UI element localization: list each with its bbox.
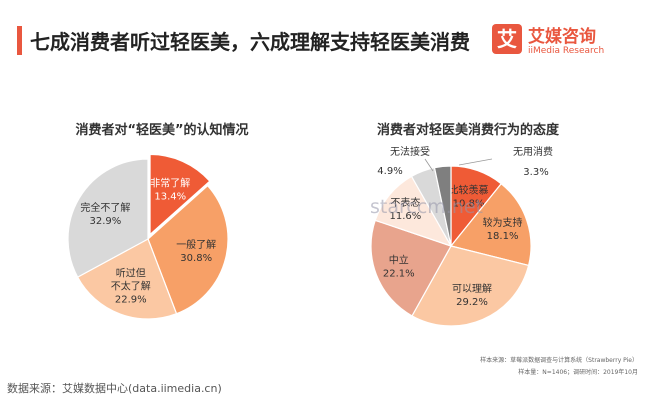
pie2-label-2: 可以理解 [452, 282, 492, 295]
pie2-value-6: 3.3% [523, 167, 548, 178]
logo-mark-icon: 艾 [492, 24, 522, 54]
pie1-label-1: 一般了解 [176, 238, 216, 251]
pie1-value-0: 13.4% [154, 192, 186, 203]
watermark: starccm.net [370, 196, 484, 218]
data-source: 数据来源：艾媒数据中心(data.iimedia.cn) [7, 382, 222, 395]
pie2-value-4: 11.6% [389, 211, 421, 222]
logo-name: 艾媒咨询 [528, 27, 596, 47]
pie1-value-2: 22.9% [115, 295, 147, 306]
sample-size-note: 样本量：N=1406；调研时间：2019年10月 [518, 369, 638, 376]
sample-source-note: 样本来源：草莓派数据调查与计算系统（Strawberry Pie） [480, 357, 638, 364]
pie1-label-2-0: 听过但 [116, 267, 146, 280]
page-title: 七成消费者听过轻医美，六成理解支持轻医美消费 [30, 30, 470, 54]
chart2-title: 消费者对轻医美消费行为的态度 [376, 123, 559, 138]
pie1-slice-1 [147, 184, 229, 315]
pie2-leader-line-5 [424, 158, 434, 172]
chart1-title: 消费者对“轻医美”的认知情况 [75, 123, 249, 138]
pie1-value-3: 32.9% [89, 216, 121, 227]
pie2-slice-6 [433, 165, 452, 247]
pie2-label-3: 中立 [389, 254, 409, 267]
pie1-slice-3 [67, 158, 149, 278]
pie2-slice-1 [449, 182, 532, 267]
pie2-value-1: 18.1% [487, 231, 519, 242]
pie2-slice-2 [411, 245, 530, 327]
pie2-value-0: 10.8% [453, 199, 485, 210]
pie2-value-2: 29.2% [456, 297, 488, 308]
pie2-value-3: 22.1% [383, 269, 415, 280]
pie1-label-2-1: 不太了解 [111, 280, 151, 293]
pie1-slice-2 [76, 238, 178, 320]
pie1-value-1: 30.8% [180, 253, 212, 264]
pie2-slice-3 [370, 219, 452, 317]
pie2-label-4: 不表态 [390, 196, 420, 209]
pie2-label-1: 较为支持 [483, 216, 523, 229]
logo-subtitle: iiMedia Research [528, 46, 605, 56]
iimedia-logo: 艾 艾媒咨询 iiMedia Research [492, 22, 642, 62]
pie2-leader-line-6 [458, 158, 493, 166]
pie2-label-6: 无用消费 [513, 145, 553, 158]
pie1-slice-0 [149, 153, 211, 236]
pie2-value-5: 4.9% [377, 166, 402, 177]
pie1-label-3: 完全不了解 [80, 201, 130, 214]
pie1-label-0: 非常了解 [150, 177, 190, 190]
pie2-label-5: 无法接受 [390, 145, 430, 158]
pie2-label-0: 比较羡慕 [449, 184, 489, 197]
title-accent-bar [17, 26, 22, 55]
